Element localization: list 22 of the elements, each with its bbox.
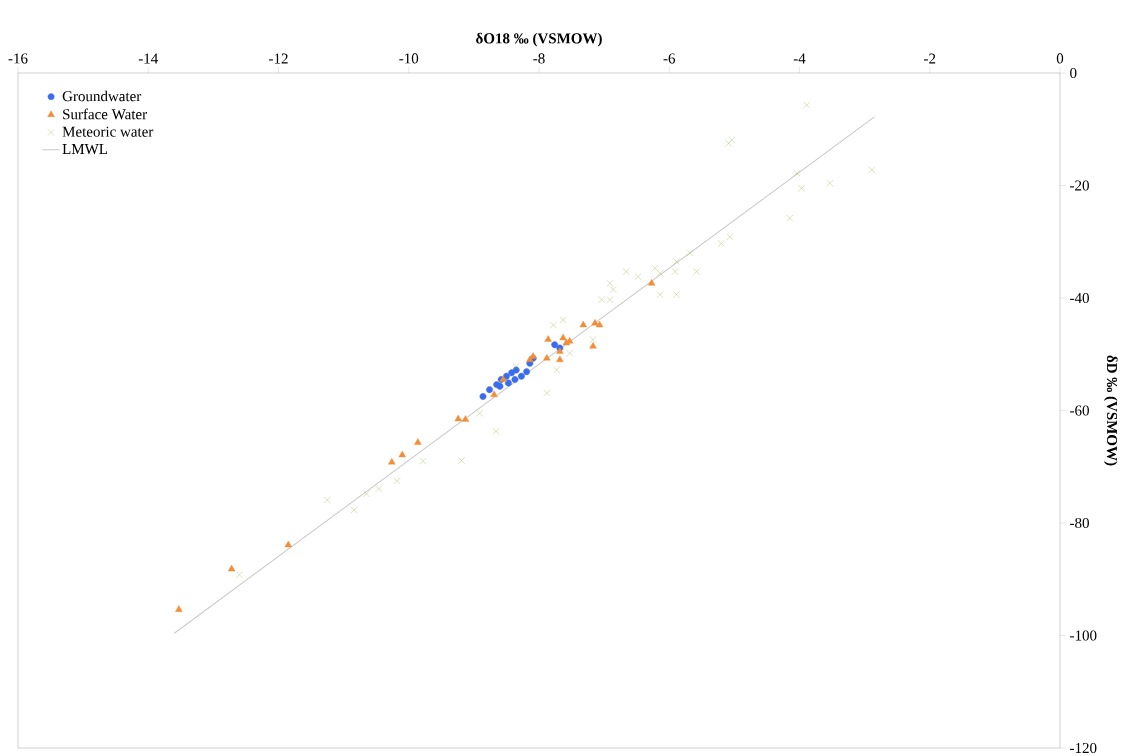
y-tick-label: -60 xyxy=(1070,405,1089,416)
legend-label: Surface Water xyxy=(63,108,147,120)
x-tick-label: -12 xyxy=(269,53,288,64)
y-tick-label: -20 xyxy=(1070,180,1089,191)
x-tick-label: -6 xyxy=(663,53,676,64)
y-tick-label: -100 xyxy=(1070,630,1097,641)
legend-label: Meteoric water xyxy=(62,126,154,137)
x-tick-label: -2 xyxy=(924,53,936,64)
y-tick-label: -40 xyxy=(1070,292,1089,304)
x-tick-label: -16 xyxy=(8,53,28,64)
y-tick-label: 0 xyxy=(1070,67,1077,79)
legend-label: Groundwater xyxy=(62,90,142,102)
y-tick-label: -120 xyxy=(1070,742,1097,754)
x-tick-label: -8 xyxy=(533,53,545,64)
y-axis-title: δD ‰ (VSMOW) xyxy=(1103,355,1118,466)
x-tick-label: -4 xyxy=(793,53,806,64)
legend-label: LMWL xyxy=(62,144,108,155)
x-axis-title: δO18 ‰ (VSMOW) xyxy=(476,32,602,47)
y-tick-label: -80 xyxy=(1070,517,1089,529)
x-tick-label: -14 xyxy=(138,53,159,64)
x-tick-label: -10 xyxy=(399,53,419,64)
x-tick-label: 0 xyxy=(1056,53,1064,64)
